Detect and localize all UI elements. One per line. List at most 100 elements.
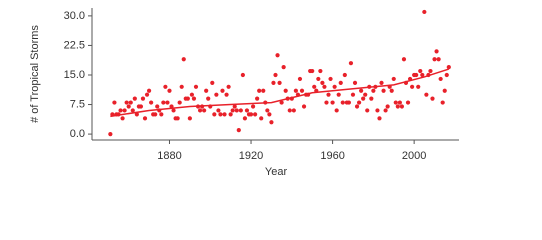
data-point bbox=[281, 65, 286, 70]
data-point bbox=[146, 88, 152, 93]
data-point bbox=[171, 108, 176, 113]
data-point bbox=[253, 112, 258, 117]
data-point bbox=[138, 104, 144, 109]
data-point bbox=[420, 72, 425, 78]
data-point bbox=[287, 108, 292, 113]
data-point bbox=[214, 92, 219, 97]
data-point bbox=[395, 104, 400, 109]
data-point bbox=[416, 84, 421, 89]
data-point bbox=[350, 92, 356, 97]
data-point bbox=[175, 116, 180, 121]
data-point bbox=[236, 128, 241, 133]
data-point bbox=[226, 84, 231, 89]
data-point bbox=[224, 92, 229, 97]
data-point bbox=[283, 88, 288, 93]
data-point bbox=[212, 112, 217, 117]
data-point bbox=[336, 92, 341, 97]
data-point bbox=[265, 108, 270, 113]
data-point bbox=[140, 96, 146, 101]
data-point bbox=[210, 80, 215, 85]
data-point bbox=[334, 108, 339, 113]
data-point bbox=[259, 116, 264, 121]
data-point bbox=[273, 72, 278, 78]
data-point bbox=[216, 108, 221, 113]
data-point bbox=[430, 96, 435, 101]
data-point bbox=[328, 76, 333, 82]
data-point bbox=[440, 100, 445, 105]
data-point bbox=[206, 96, 211, 101]
x-tick-label: 2000 bbox=[402, 150, 426, 162]
y-tick-label: 7.5 bbox=[70, 98, 85, 110]
data-point bbox=[187, 116, 192, 121]
data-point bbox=[230, 108, 235, 113]
data-point bbox=[142, 116, 148, 121]
data-point bbox=[363, 92, 368, 97]
trend-line bbox=[110, 68, 450, 118]
data-point bbox=[428, 68, 433, 74]
data-point bbox=[389, 88, 394, 93]
data-point bbox=[356, 100, 362, 105]
data-point bbox=[393, 100, 398, 105]
data-point bbox=[134, 112, 139, 117]
data-point bbox=[401, 57, 407, 62]
data-point bbox=[340, 100, 345, 105]
data-point bbox=[191, 96, 197, 101]
data-point bbox=[234, 108, 239, 113]
data-point bbox=[189, 92, 195, 97]
data-point bbox=[318, 68, 323, 74]
data-point bbox=[352, 80, 358, 85]
data-point bbox=[324, 100, 329, 105]
data-point bbox=[161, 100, 166, 105]
data-point bbox=[248, 112, 254, 117]
data-point bbox=[277, 80, 282, 85]
data-point bbox=[228, 112, 233, 117]
data-point bbox=[297, 76, 303, 82]
data-point bbox=[359, 88, 364, 93]
data-point bbox=[381, 88, 386, 93]
data-point bbox=[179, 84, 184, 89]
data-point bbox=[238, 108, 243, 113]
data-point bbox=[444, 72, 449, 78]
data-point bbox=[436, 57, 441, 62]
data-point bbox=[369, 96, 374, 101]
data-point bbox=[244, 108, 250, 113]
y-axis-title: # of Tropical Storms bbox=[29, 25, 41, 123]
data-point bbox=[383, 108, 388, 113]
data-point bbox=[130, 108, 135, 113]
data-point bbox=[405, 100, 411, 105]
data-point bbox=[418, 68, 423, 74]
data-point bbox=[361, 96, 366, 101]
data-point bbox=[167, 88, 172, 93]
data-point bbox=[181, 57, 186, 62]
data-point bbox=[279, 100, 284, 105]
y-tick-label: 30.0 bbox=[64, 10, 85, 22]
x-tick-label: 1960 bbox=[320, 150, 344, 162]
data-point bbox=[438, 76, 443, 82]
data-point bbox=[204, 88, 209, 93]
y-tick-label: 22.5 bbox=[64, 39, 85, 51]
data-point bbox=[342, 72, 347, 78]
data-point bbox=[155, 104, 160, 109]
data-point bbox=[414, 72, 419, 78]
data-point bbox=[250, 104, 256, 109]
data-point bbox=[332, 84, 337, 89]
data-point bbox=[371, 88, 376, 93]
x-tick-label: 1880 bbox=[157, 150, 181, 162]
data-point bbox=[118, 108, 123, 113]
data-point bbox=[338, 80, 343, 85]
data-point bbox=[365, 108, 370, 113]
data-point bbox=[218, 112, 223, 117]
data-point bbox=[375, 108, 380, 113]
data-point bbox=[399, 104, 405, 109]
data-point bbox=[320, 80, 325, 85]
data-point bbox=[197, 108, 203, 113]
data-point bbox=[120, 116, 125, 121]
data-point bbox=[126, 104, 131, 109]
data-point bbox=[149, 100, 154, 105]
data-point bbox=[232, 104, 237, 109]
data-point bbox=[326, 92, 331, 97]
data-point bbox=[422, 9, 427, 15]
data-point bbox=[291, 108, 296, 113]
data-point bbox=[301, 104, 307, 109]
data-point bbox=[193, 84, 199, 89]
